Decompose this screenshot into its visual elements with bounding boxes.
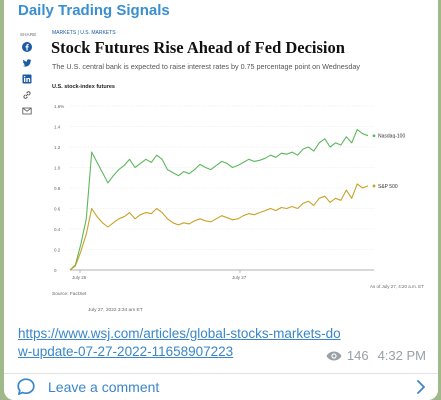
message-time: 4:32 PM [377, 348, 426, 363]
series-line-s-p-500 [69, 183, 369, 271]
article-image[interactable]: SHARE MARKETS | U.S. MARKETS [18, 24, 428, 320]
y-tick-label: 0.6 [54, 207, 61, 212]
x-tick-label: July 26 [72, 275, 87, 280]
email-icon [22, 107, 32, 115]
y-tick-label: 1.0 [54, 166, 61, 171]
link-icon [23, 91, 31, 99]
y-tick-label: 0 [54, 268, 57, 273]
series-line-nasdaq-100 [69, 129, 369, 271]
chart-source: Source: FactSet [52, 292, 87, 297]
twitter-icon [22, 59, 32, 67]
y-tick-label: 0.2 [54, 248, 61, 253]
section-tags: MARKETS | U.S. MARKETS [52, 30, 116, 36]
futures-line-chart: 1.6% 1.4 1.2 1.0 0.8 0.6 0.4 0.2 0 July 26 July 27… [54, 104, 405, 280]
series-end-marker [372, 134, 376, 138]
channel-name[interactable]: Daily Trading Signals [18, 2, 170, 19]
view-count: 146 [346, 348, 369, 363]
article-timestamp: July 27, 2022 3:34 am ET [88, 308, 143, 313]
share-bar: SHARE [20, 32, 36, 122]
y-tick-label: 0.4 [54, 227, 61, 232]
leave-comment-label: Leave a comment [48, 379, 160, 395]
y-tick-label: 1.4 [54, 125, 61, 130]
x-tick-label: July 27 [232, 275, 247, 280]
eye-icon [326, 351, 342, 360]
facebook-icon [22, 42, 32, 52]
linkedin-icon [22, 74, 32, 84]
series-end-label: S&P 500 [378, 184, 398, 190]
message-bubble: Daily Trading Signals SHARE [4, 0, 438, 400]
article-headline: Stock Futures Rise Ahead of Fed Decision [51, 38, 345, 57]
divider [4, 373, 438, 374]
chart-title: U.S. stock-index futures [52, 84, 115, 90]
comment-bubble-icon [17, 378, 35, 395]
article-dek: The U.S. central bank is expected to rai… [52, 62, 360, 71]
article-link[interactable]: https://www.wsj.com/articles/global-stoc… [18, 326, 341, 359]
chevron-right-icon [417, 380, 425, 394]
y-tick-label: 1.2 [54, 145, 61, 150]
y-tick-label: 0.8 [54, 186, 61, 191]
series-end-label: Nasdaq-100 [378, 134, 405, 140]
share-label: SHARE [20, 32, 37, 37]
chart-as-of: As of July 27, 4:20 a.m. ET [369, 284, 424, 289]
leave-comment-button[interactable]: Leave a comment [4, 374, 438, 400]
series-end-marker [372, 184, 376, 188]
message-meta: 146 4:32 PM [326, 348, 426, 363]
y-tick-label: 1.6% [54, 104, 64, 109]
